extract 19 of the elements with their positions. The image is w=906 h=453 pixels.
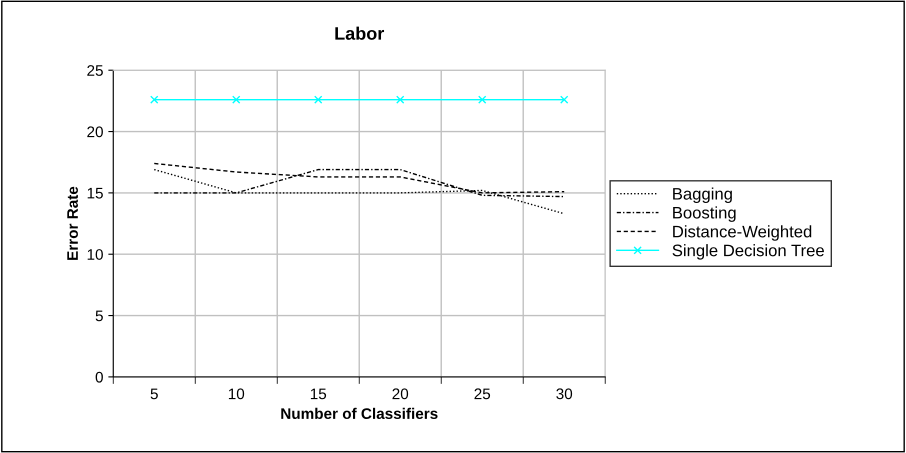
legend-label: Bagging — [673, 187, 732, 204]
x-tick-label: 10 — [228, 388, 244, 400]
legend-label: Boosting — [673, 206, 736, 222]
x-axis-title: Number of Classifiers — [281, 408, 438, 420]
y-tick-label: 25 — [87, 65, 103, 76]
x-tick-label: 25 — [474, 388, 490, 400]
legend-label: Single Decision Tree — [672, 244, 824, 260]
y-tick-label: 15 — [88, 188, 103, 199]
x-tick-label: 20 — [392, 388, 408, 400]
y-tick-label: 20 — [87, 126, 103, 138]
x-tick-label: 5 — [150, 388, 158, 400]
y-tick-label: 0 — [96, 372, 103, 383]
x-tick-label: 30 — [556, 388, 572, 400]
chart-title: Labor — [335, 26, 384, 40]
y-axis-title: Error Rate — [67, 186, 78, 260]
legend-label: Distance-Weighted — [673, 225, 812, 241]
y-tick-label: 10 — [88, 249, 103, 260]
y-tick-label: 5 — [96, 310, 103, 322]
x-tick-label: 15 — [310, 388, 326, 400]
